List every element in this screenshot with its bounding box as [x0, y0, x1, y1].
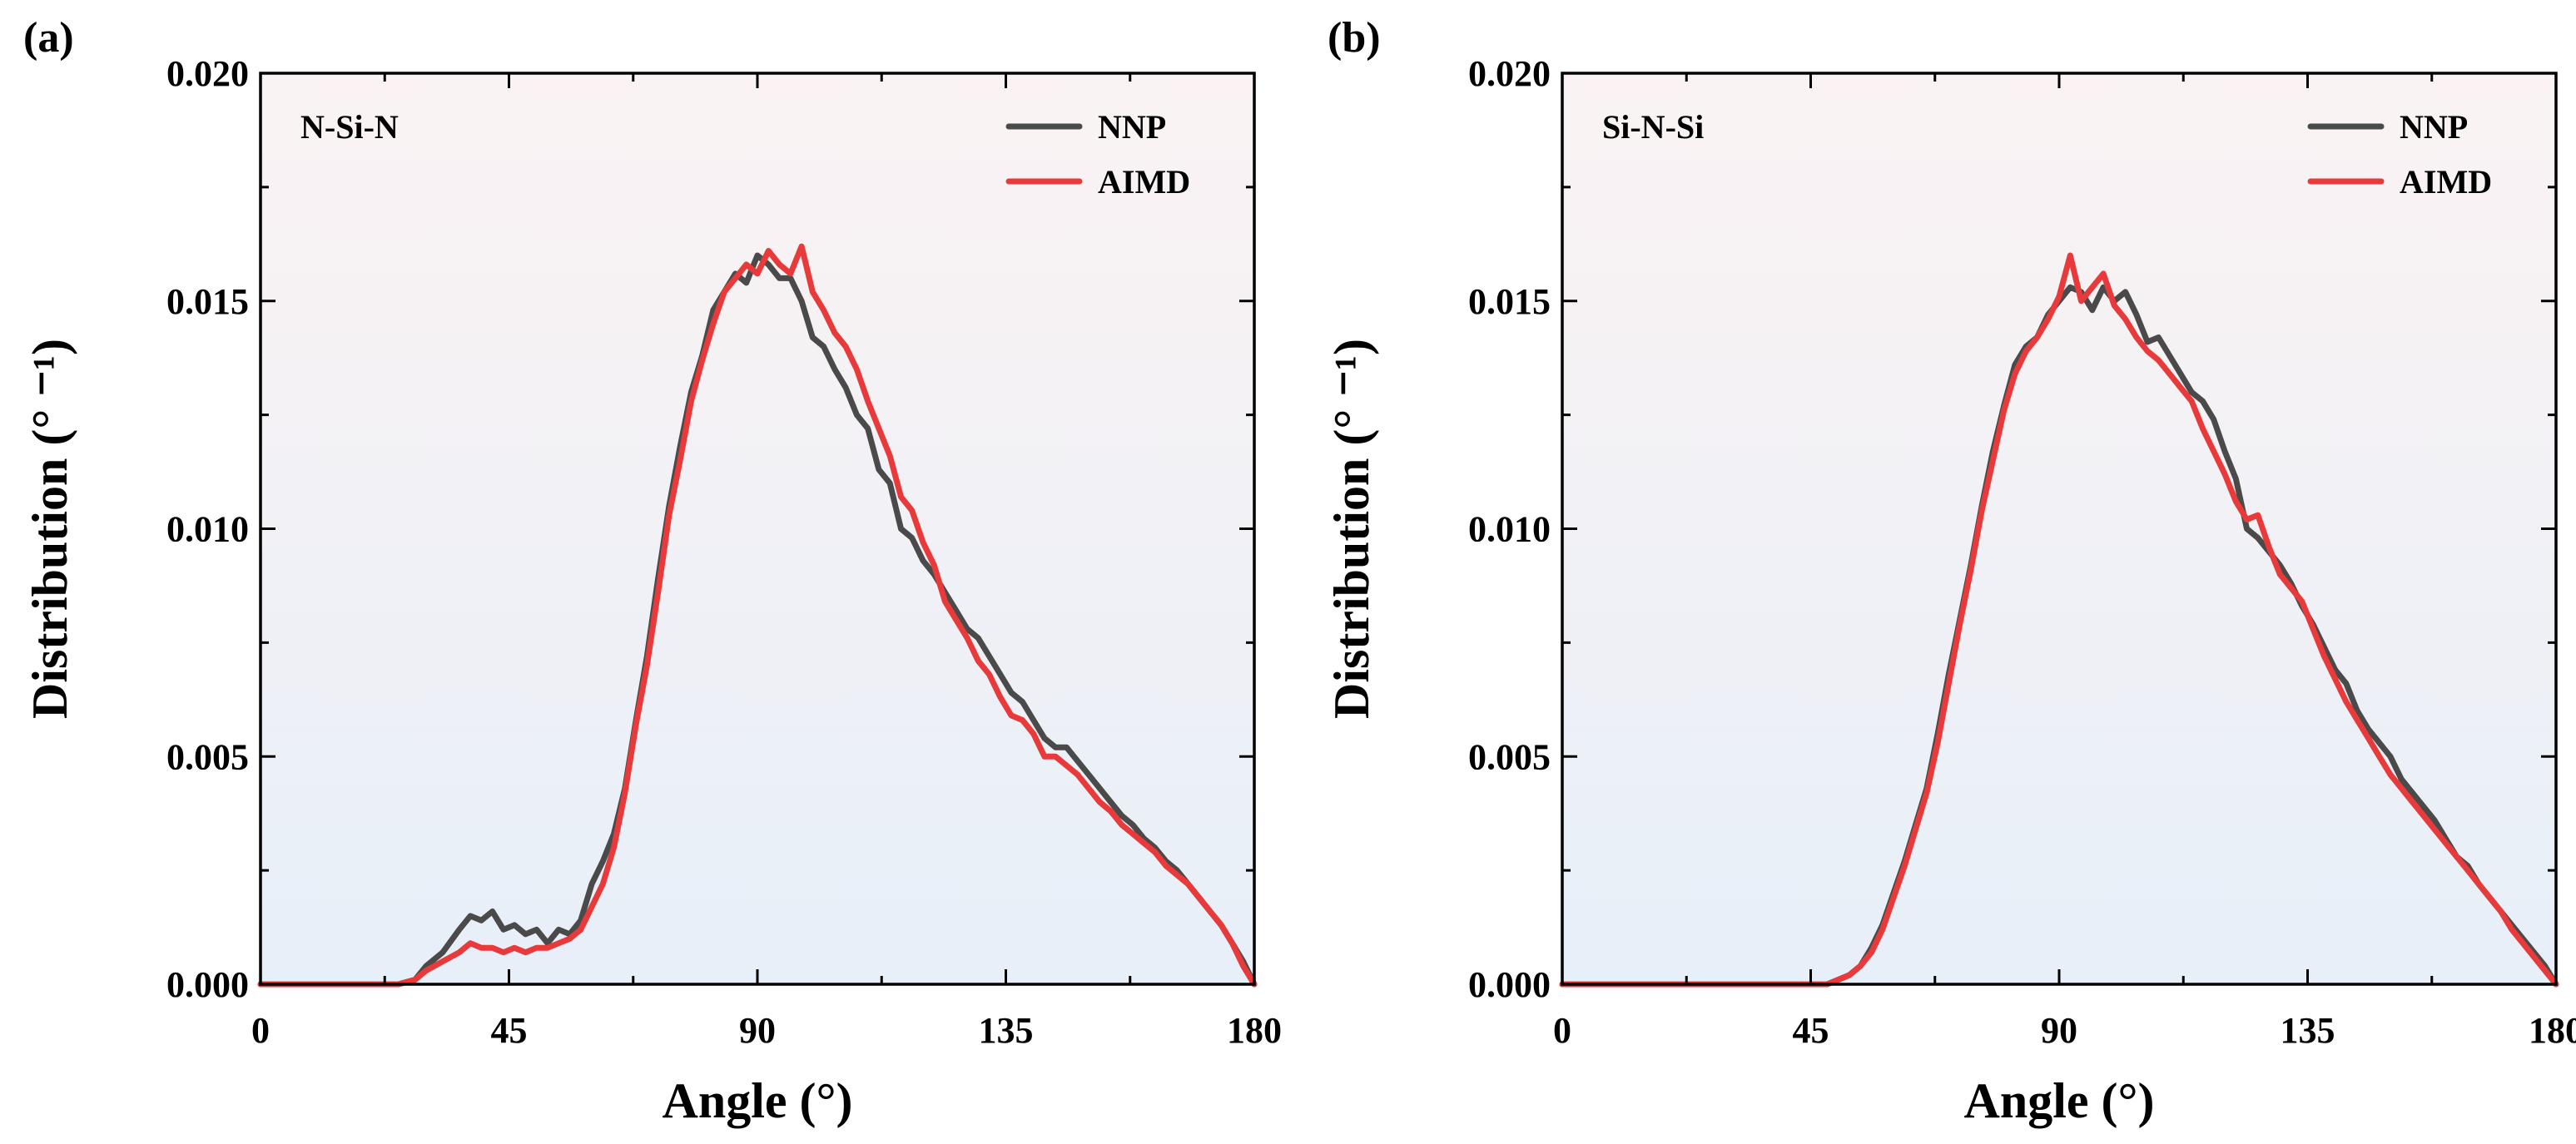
x-tick-label: 90	[2041, 1010, 2077, 1051]
y-tick-label: 0.010	[1468, 509, 1551, 550]
tick-group: 0 45 90 135 180 0.000 0.005 0.010 0.015 0.020	[166, 53, 1282, 1051]
x-tick-label: 90	[739, 1010, 776, 1051]
inset-label: Si-N-Si	[1602, 108, 1704, 146]
legend: NNP AIMD	[2307, 108, 2492, 201]
y-tick-label: 0.020	[166, 53, 249, 94]
y-tick-label: 0.020	[1468, 53, 1551, 94]
panel-letter: (a)	[23, 14, 74, 62]
y-tick-label: 0.000	[1468, 964, 1551, 1005]
y-tick-label: 0.005	[1468, 736, 1551, 777]
y-axis-title: Distribution (° ⁻¹)	[1324, 339, 1379, 719]
plot-background	[261, 73, 1254, 984]
series-line-aimd	[1559, 252, 2559, 988]
y-tick-label: 0.010	[166, 509, 249, 550]
y-tick-label: 0.005	[166, 736, 249, 777]
y-tick-label: 0.015	[166, 281, 249, 322]
legend-label-nnp: NNP	[2400, 108, 2468, 146]
y-tick-label: 0.000	[166, 964, 249, 1005]
legend-label-aimd: AIMD	[2400, 163, 2492, 201]
legend-label-nnp: NNP	[1098, 108, 1166, 146]
tick-group: 0 45 90 135 180 0.000 0.005 0.010 0.015 0.020	[1468, 53, 2576, 1051]
series-line-nnp	[257, 252, 1258, 988]
series-group	[257, 243, 1258, 988]
legend: NNP AIMD	[1005, 108, 1190, 201]
y-axis-title: Distribution (° ⁻¹)	[22, 339, 77, 719]
series-line-aimd	[257, 243, 1258, 988]
x-tick-label: 45	[491, 1010, 528, 1051]
x-axis-title: Angle (°)	[663, 1073, 853, 1128]
x-axis-title: Angle (°)	[1964, 1073, 2155, 1128]
panel-a: (a) 0 45 90 135 180 0.000 0.005 0.010 0.015 0.020…	[22, 14, 1282, 1128]
panel-letter: (b)	[1328, 14, 1381, 62]
plot-background	[1562, 73, 2556, 984]
y-tick-label: 0.015	[1468, 281, 1551, 322]
x-tick-label: 45	[1793, 1010, 1829, 1051]
panel-b: (b) 0 45 90 135 180 0.000 0.005 0.010 0.015 0.020…	[1324, 14, 2576, 1128]
series-group	[1559, 252, 2559, 988]
x-tick-label: 135	[979, 1010, 1034, 1051]
x-tick-label: 180	[2529, 1010, 2576, 1051]
x-tick-label: 180	[1227, 1010, 1282, 1051]
x-tick-label: 0	[1553, 1010, 1571, 1051]
legend-label-aimd: AIMD	[1098, 163, 1190, 201]
x-tick-label: 0	[251, 1010, 270, 1051]
x-tick-label: 135	[2281, 1010, 2335, 1051]
inset-label: N-Si-N	[300, 108, 399, 146]
